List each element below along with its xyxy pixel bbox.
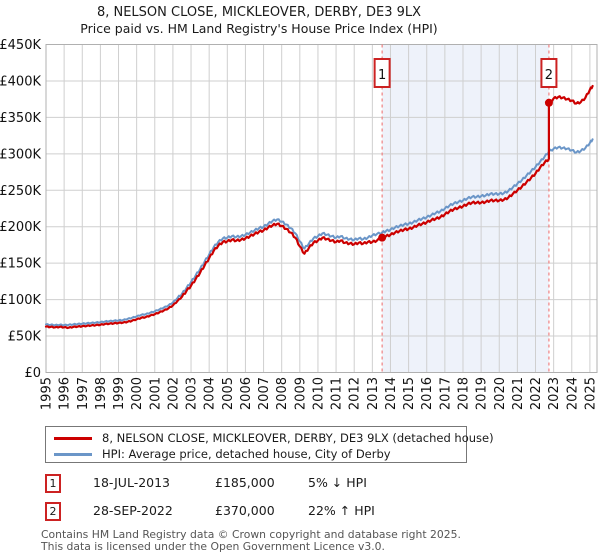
page-title: 8, NELSON CLOSE, MICKLEOVER, DERBY, DE3 …: [96, 5, 422, 20]
series-line: [45, 138, 594, 327]
legend-item-hpi: HPI: Average price, detached house, City…: [52, 446, 466, 462]
plot-border: [45, 44, 598, 373]
x-axis-tick-label: 1996: [58, 377, 73, 410]
gridlines: [45, 44, 597, 373]
y-axis-tick-label: £450K: [0, 38, 41, 53]
x-axis-tick-label: 1995: [40, 377, 55, 410]
sale-1-hpi-delta: 5% ↓ HPI: [308, 475, 367, 490]
x-axis-tick-label: 2018: [456, 377, 471, 410]
y-axis-tick-label: £150K: [0, 257, 41, 272]
sale-2-hpi-delta: 22% ↑ HPI: [308, 503, 375, 518]
legend-item-property: 8, NELSON CLOSE, MICKLEOVER, DERBY, DE3 …: [52, 430, 494, 446]
x-axis-tick-label: 2003: [185, 377, 200, 410]
legend-property-label: 8, NELSON CLOSE, MICKLEOVER, DERBY, DE3 …: [102, 431, 494, 445]
x-axis-tick-label: 2007: [257, 377, 272, 410]
y-axis-tick-label: £0: [24, 366, 41, 381]
sale-point-dot: [544, 98, 553, 107]
x-axis-tick-label: 2011: [330, 377, 345, 410]
sale-marker-number: 1: [378, 68, 386, 83]
sale-1-number-badge: 1: [45, 474, 61, 493]
x-axis-tick-label: 2004: [203, 377, 218, 410]
x-axis-tick-label: 2014: [384, 377, 399, 410]
x-axis-tick-label: 2012: [348, 377, 363, 410]
y-axis-tick-label: £300K: [0, 147, 41, 162]
x-axis-tick-label: 2021: [511, 377, 526, 410]
sale-2-date: 28-SEP-2022: [93, 503, 173, 518]
x-axis-tick-label: 2024: [565, 377, 580, 410]
sale-annotation-1: 1 18-JUL-2013 £185,000 5% ↓ HPI: [45, 474, 565, 493]
legend-hpi-label: HPI: Average price, detached house, City…: [102, 447, 391, 461]
x-axis-tick-label: 2025: [583, 377, 598, 410]
x-axis-tick-label: 2020: [493, 377, 508, 410]
sale-annotation-2: 2 28-SEP-2022 £370,000 22% ↑ HPI: [45, 502, 565, 521]
x-axis-tick-label: 2006: [239, 377, 254, 410]
license-footer: Contains HM Land Registry data © Crown c…: [41, 529, 597, 552]
x-axis-tick-label: 2023: [547, 377, 562, 410]
y-axis-tick-label: £400K: [0, 74, 41, 89]
x-axis-tick-label: 2000: [130, 377, 145, 410]
y-axis-tick-label: £100K: [0, 293, 41, 308]
x-axis-tick-label: 2008: [275, 377, 290, 410]
x-axis-tick-label: 2009: [293, 377, 308, 410]
x-axis-tick-label: 1999: [112, 377, 127, 410]
x-axis-tick-label: 2015: [402, 377, 417, 410]
price-history-chart: 1 2 £0 £50K £100K £150K £200K £250K £300K £350K £4…: [0, 38, 598, 410]
x-axis-tick-label: 2017: [438, 377, 453, 410]
sale-1-price: £185,000: [215, 475, 275, 490]
chart-header: 8, NELSON CLOSE, MICKLEOVER, DERBY, DE3 …: [0, 4, 518, 37]
page-subtitle: Price paid vs. HM Land Registry's House …: [80, 21, 438, 36]
x-axis-tick-label: 1997: [76, 377, 91, 410]
sale-marker-number: 2: [545, 68, 553, 83]
chart-legend: 8, NELSON CLOSE, MICKLEOVER, DERBY, DE3 …: [45, 426, 494, 463]
x-axis-tick-label: 2002: [166, 377, 181, 410]
sale-2-number-badge: 2: [45, 502, 61, 521]
x-axis-tick-label: 2022: [529, 377, 544, 410]
sale-marker-box: [373, 58, 391, 88]
x-axis-tick-label: 2019: [475, 377, 490, 410]
x-axis-tick-label: 2001: [148, 377, 163, 410]
y-axis-tick-label: £200K: [0, 220, 41, 235]
sale-2-price: £370,000: [215, 503, 275, 518]
x-axis-tick-label: 2016: [420, 377, 435, 410]
sale-point-dot: [378, 233, 387, 242]
y-axis-tick-label: £50K: [8, 330, 42, 345]
x-axis-tick-label: 2005: [221, 377, 236, 410]
property-line-swatch: [54, 436, 92, 440]
y-axis-tick-label: £350K: [0, 111, 41, 126]
x-axis-tick-label: 1998: [94, 377, 109, 410]
footer-line-1: Contains HM Land Registry data © Crown c…: [41, 528, 461, 541]
x-axis-tick-label: 2010: [311, 377, 326, 410]
footer-line-2: This data is licensed under the Open Gov…: [41, 539, 385, 553]
series-line: [44, 84, 594, 330]
between-sales-band: [382, 44, 549, 373]
x-axis-tick-label: 2013: [366, 377, 381, 410]
sale-marker-box: [540, 58, 558, 88]
y-axis-tick-label: £250K: [0, 184, 41, 199]
hpi-line-swatch: [54, 452, 92, 456]
sale-1-date: 18-JUL-2013: [93, 475, 171, 490]
